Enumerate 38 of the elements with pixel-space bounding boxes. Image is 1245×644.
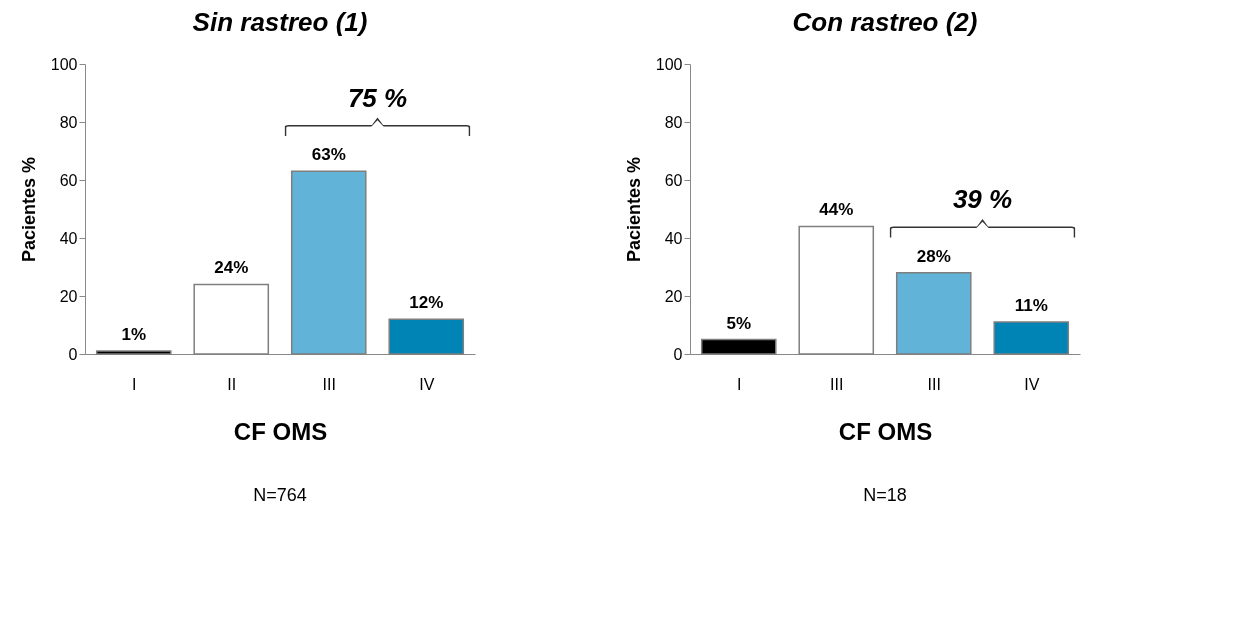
data-label: 63% (311, 145, 346, 165)
y-tick-label: 0 (673, 345, 683, 363)
x-tick-label: IV (1024, 375, 1040, 393)
y-tick-label: 60 (664, 171, 683, 189)
data-label: 11% (1014, 296, 1048, 316)
text: N=18 (863, 485, 907, 505)
chart-title: Con rastreo (2) (792, 7, 978, 37)
x-axis-title: CF OMS (838, 417, 933, 445)
y-tick-label: 80 (664, 113, 683, 131)
data-label: 1% (121, 325, 147, 345)
chart-title: Sin rastreo (1) (192, 7, 368, 37)
x-tick-label: II (227, 375, 237, 393)
y-tick-label: 60 (59, 171, 78, 189)
y-tick-label: 20 (664, 287, 683, 305)
x-tick-label: III (830, 375, 844, 393)
x-tick-label: I (737, 375, 742, 393)
data-label: 28% (916, 246, 951, 266)
text: N=764 (253, 485, 307, 505)
x-tick-label: III (322, 375, 336, 393)
x-tick-label: III (927, 375, 941, 393)
y-tick-label: 100 (655, 55, 683, 73)
data-label: 5% (726, 313, 752, 333)
data-label: 12% (409, 293, 444, 313)
data-label: 44% (819, 200, 854, 220)
y-axis-title: Pacientes % (18, 156, 39, 263)
data-label: 24% (214, 258, 249, 278)
y-tick-label: 0 (68, 345, 78, 363)
y-tick-label: 40 (59, 229, 78, 247)
y-tick-label: 20 (59, 287, 78, 305)
y-axis-title: Pacientes % (623, 156, 644, 263)
y-tick-label: 40 (664, 229, 683, 247)
x-tick-label: IV (419, 375, 435, 393)
x-axis-title: CF OMS (233, 417, 328, 445)
y-tick-label: 100 (50, 55, 78, 73)
x-tick-label: I (132, 375, 137, 393)
y-tick-label: 80 (59, 113, 78, 131)
annotation: 39 % (952, 184, 1013, 215)
annotation: 75 % (347, 82, 408, 113)
